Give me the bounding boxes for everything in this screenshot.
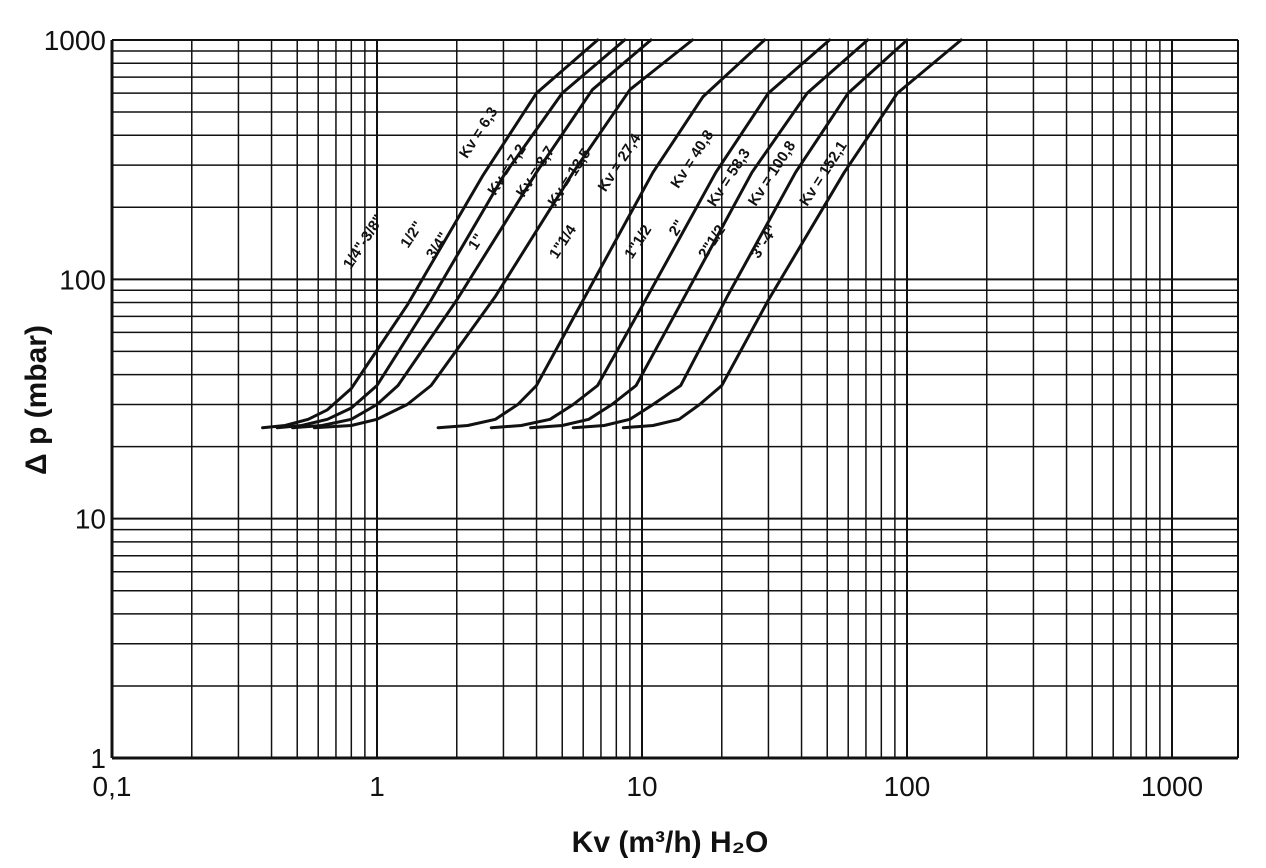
x-axis-title: Kv (m³/h) H₂O xyxy=(572,826,769,859)
x-tick-label: 10 xyxy=(626,771,657,802)
y-tick-label: 100 xyxy=(59,264,106,295)
y-tick-label: 10 xyxy=(75,504,106,535)
series-line xyxy=(571,38,909,430)
curve-label: Kv = 27,4 xyxy=(595,130,645,195)
chart-curve-labels: 1/4"-3/8" 1/2"3/4" 1" 1"1/4 1"1/2 2" 2"1/2 3"-4… xyxy=(340,104,851,272)
series-line xyxy=(291,38,653,430)
series-line xyxy=(621,38,963,430)
y-tick-label: 1 xyxy=(90,743,106,774)
x-tick-label: 100 xyxy=(884,771,931,802)
x-tick-label: 1000 xyxy=(1141,771,1203,802)
series-line xyxy=(436,38,766,430)
y-tick-label: 1000 xyxy=(44,25,106,56)
y-axis-title: Δ p (mbar) xyxy=(20,325,53,475)
series-line xyxy=(489,38,831,430)
curve-label: 1/4"-3/8" xyxy=(340,212,387,272)
curve-label: Kv = 100,8 xyxy=(745,138,799,209)
curve-label: 1/2" xyxy=(397,218,426,251)
curve-label: 1"1/2 xyxy=(621,222,655,262)
series-line xyxy=(312,38,694,430)
curve-label: 2"1/2 xyxy=(695,222,729,262)
chart-curves xyxy=(261,38,963,430)
series-line xyxy=(529,38,870,430)
series-line xyxy=(275,38,627,430)
chart-grid xyxy=(110,39,1239,760)
series-line xyxy=(261,38,600,430)
x-tick-label: 0,1 xyxy=(93,771,132,802)
curve-label: 1"1/4 xyxy=(546,222,580,262)
curve-label: 2" xyxy=(666,217,689,239)
curve-label: 3"-4" xyxy=(748,222,782,261)
x-tick-label: 1 xyxy=(369,771,385,802)
